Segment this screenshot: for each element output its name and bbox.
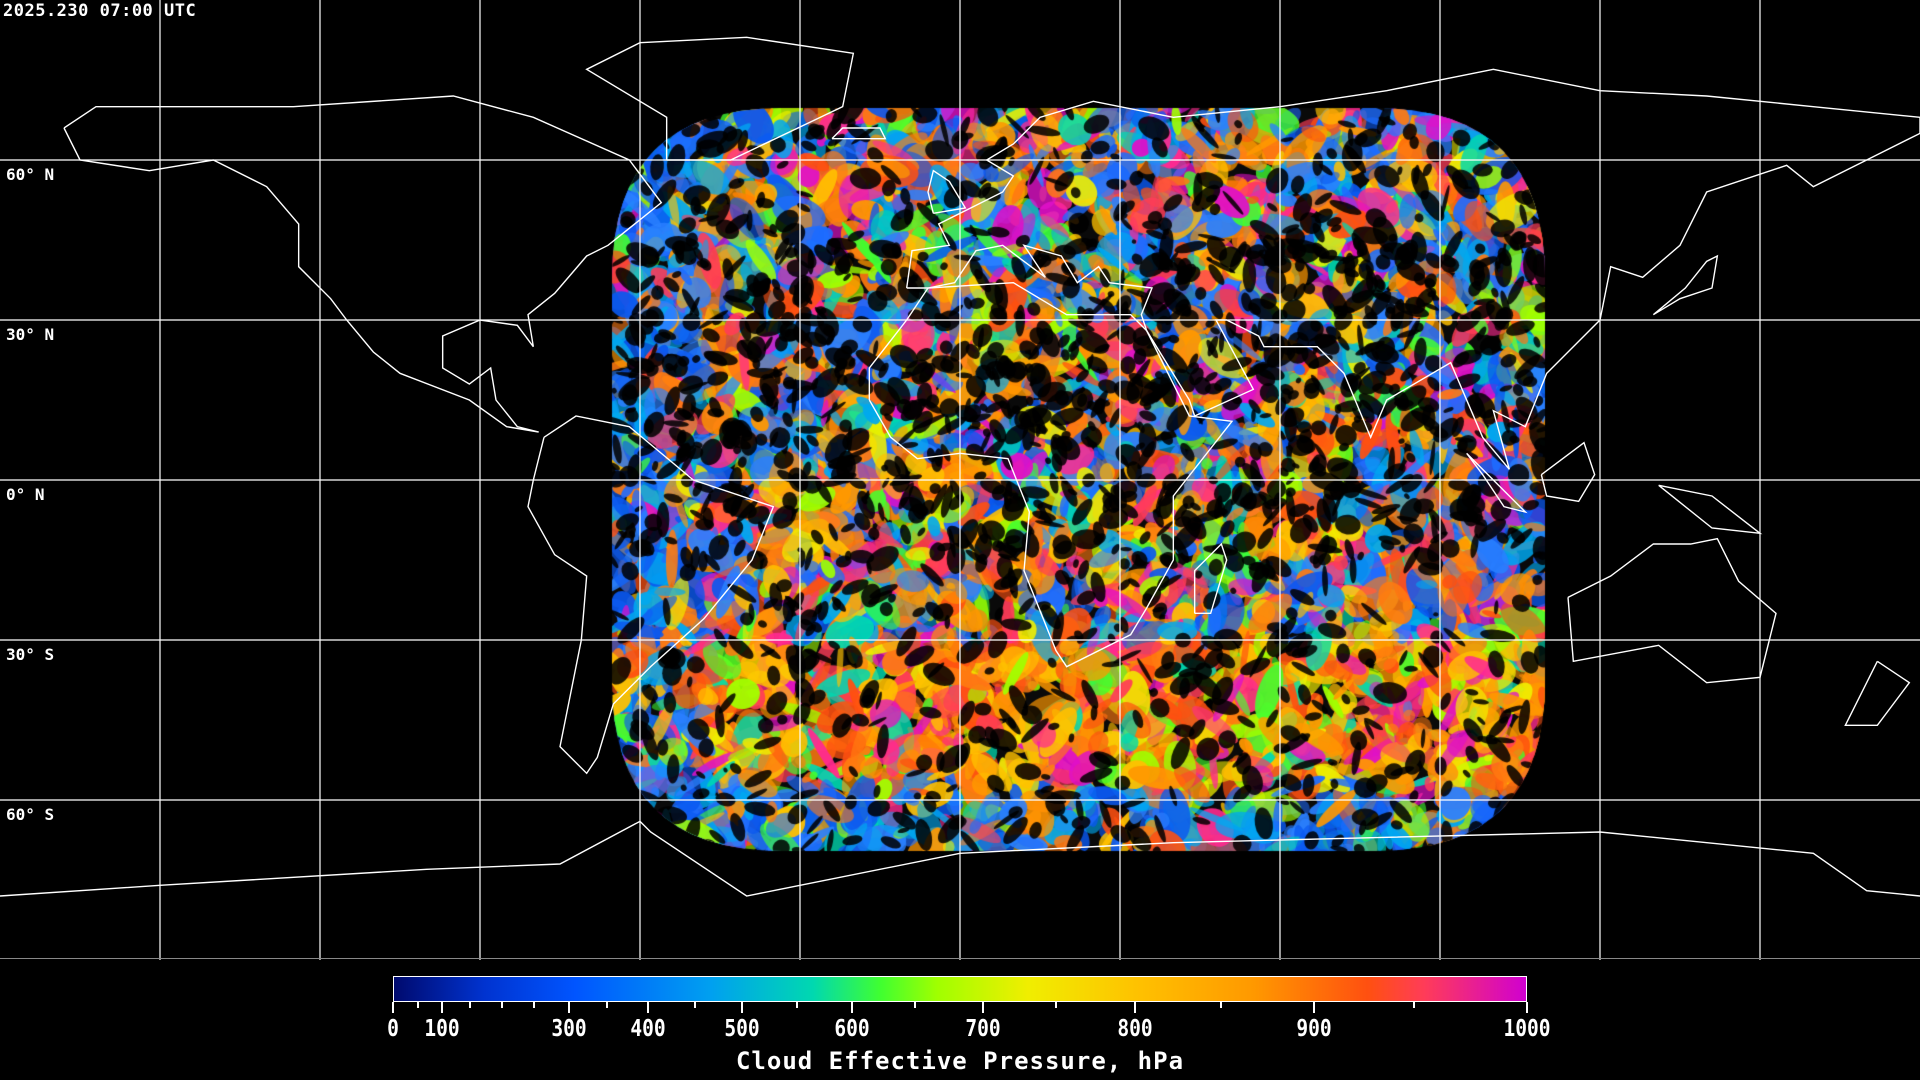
colorbar-minor-tick xyxy=(606,1002,609,1008)
colorbar-major-tick xyxy=(647,1002,650,1013)
colorbar-minor-tick xyxy=(469,1002,472,1008)
lat-label-30n: 30° N xyxy=(6,325,55,344)
map-overlay xyxy=(0,0,1920,960)
colorbar-minor-tick xyxy=(1219,1002,1222,1008)
coastline-north-america xyxy=(63,95,663,433)
coastline-antarctica xyxy=(0,820,1920,897)
colorbar-tick-label: 900 xyxy=(1296,1016,1332,1042)
colorbar-tick-label: 300 xyxy=(551,1016,587,1042)
colorbar-major-tick xyxy=(392,1002,394,1013)
colorbar-minor-tick xyxy=(416,1002,419,1008)
coastline-madagascar xyxy=(1193,542,1228,615)
coastline-australia xyxy=(1567,537,1777,684)
colorbar-minor-tick xyxy=(913,1002,916,1008)
coastline-south-america xyxy=(527,415,775,775)
coastline-greenland xyxy=(585,36,855,161)
colorbar-minor-tick xyxy=(693,1002,696,1008)
map xyxy=(0,0,1920,960)
lat-label-60s: 60° S xyxy=(6,805,55,824)
coastline-africa xyxy=(868,281,1234,668)
graticule xyxy=(0,0,1920,960)
colorbar-major-tick xyxy=(567,1002,570,1013)
colorbar-ticks: 0 100 300 400 500 600 700 800 900 1000 xyxy=(387,1002,1551,1062)
colorbar-minor-tick xyxy=(795,1002,798,1008)
colorbar-major-tick xyxy=(981,1002,984,1013)
colorbar-major-tick xyxy=(1312,1002,1315,1013)
colorbar-major-tick xyxy=(1526,1002,1528,1013)
colorbar-major-tick xyxy=(741,1002,744,1013)
colorbar-minor-tick xyxy=(500,1002,503,1008)
lat-label-30s: 30° S xyxy=(6,645,55,664)
coastline-iceland xyxy=(831,127,887,140)
colorbar-minor-tick xyxy=(1055,1002,1058,1008)
coastline-sumatra xyxy=(1466,452,1528,514)
coastline-eurasia xyxy=(905,68,1920,470)
colorbar-minor-tick xyxy=(532,1002,535,1008)
colorbar-major-tick xyxy=(851,1002,854,1013)
colorbar xyxy=(393,976,1527,1002)
colorbar-major-tick xyxy=(440,1002,443,1013)
colorbar-tick-label: 800 xyxy=(1116,1016,1153,1042)
lat-label-60n: 60° N xyxy=(6,165,55,184)
coastline-borneo xyxy=(1540,441,1596,503)
coastline-new-zealand xyxy=(1844,660,1911,727)
coastline-british-isles xyxy=(927,169,967,215)
timestamp: 2025.230 07:00 UTC xyxy=(3,1,197,21)
coastlines xyxy=(0,36,1920,897)
colorbar-tick-label: 1000 xyxy=(1503,1016,1551,1042)
coastline-japan xyxy=(1652,254,1719,316)
colorbar-tick-label: 100 xyxy=(424,1016,460,1042)
colorbar-tick-label: 0 xyxy=(387,1016,399,1042)
map-border xyxy=(0,958,1920,959)
coastline-new-guinea xyxy=(1658,484,1763,535)
colorbar-tick-label: 400 xyxy=(630,1016,666,1042)
colorbar-minor-tick xyxy=(1412,1002,1415,1008)
lat-label-0n: 0° N xyxy=(6,485,45,504)
colorbar-title: Cloud Effective Pressure, hPa xyxy=(735,1047,1185,1075)
colorbar-tick-label: 500 xyxy=(724,1016,760,1042)
colorbar-tick-label: 600 xyxy=(834,1016,870,1042)
colorbar-tick-label: 700 xyxy=(965,1016,1001,1042)
colorbar-major-tick xyxy=(1133,1002,1136,1013)
